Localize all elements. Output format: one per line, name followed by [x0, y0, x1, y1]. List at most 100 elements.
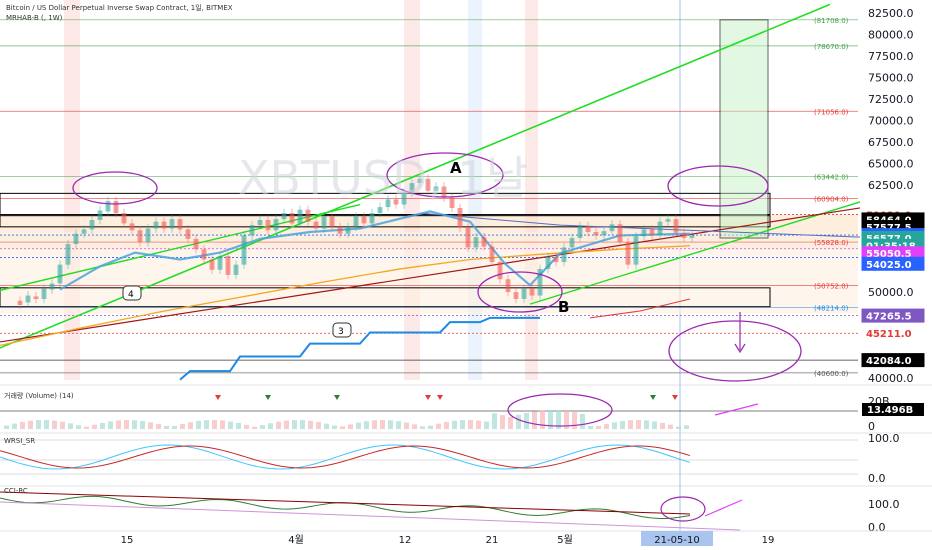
volume-tag-label: 13.496B: [867, 405, 913, 416]
volume-bar-6: [4, 425, 9, 429]
volume-bar-358: [356, 422, 361, 429]
candle-body-59: [489, 246, 495, 263]
volume-bar-670: [668, 424, 673, 429]
candle-body-29: [249, 225, 255, 236]
price-tick-6: 67500.0: [868, 136, 914, 149]
candle-body-30: [257, 219, 263, 226]
candle-body-72: [593, 232, 599, 236]
indicator-label: MRHAB-B (, 1W): [6, 14, 63, 22]
price-tick-8: 62500.0: [868, 179, 914, 192]
candle-body-18: [161, 221, 167, 229]
candle-body-31: [265, 219, 271, 231]
marker-a: A: [450, 159, 462, 177]
level-label-3: (63442.0): [814, 174, 849, 182]
drawing-annotations: A B: [450, 159, 569, 316]
candle-body-50: [417, 178, 423, 184]
price-tag-label-7: 54025.0: [866, 260, 912, 271]
candle-body-44: [369, 213, 375, 224]
volume-bar-94: [92, 424, 97, 429]
candle-body-20: [177, 219, 183, 230]
volume-bar-86: [84, 426, 89, 429]
time-label-5: 21-05-10: [654, 535, 699, 546]
price-axis[interactable]: 82500.0 80000.0 77500.0 75000.0 72500.0 70000…: [861, 7, 925, 385]
candle-body-74: [609, 224, 615, 232]
volume-bar-622: [620, 421, 625, 429]
resistance-zone-box: [0, 192, 771, 216]
volume-bar-518: [516, 414, 521, 429]
volume-bar-102: [100, 422, 105, 429]
volume-bar-550: [548, 410, 553, 429]
volume-tag: [862, 403, 924, 416]
volume-bar-678: [676, 426, 681, 429]
volume-panel: [0, 393, 858, 429]
candle-body-0: [17, 300, 23, 305]
candle-body-60: [497, 262, 503, 280]
volume-bar-14: [12, 423, 17, 429]
volume-bar-374: [372, 420, 377, 429]
chart-title: Bitcoin / US Dollar Perpetual Inverse Sw…: [6, 3, 233, 12]
candle-body-68: [561, 247, 567, 263]
time-axis[interactable]: 15 4월 12 21 5월 21-05-10 19: [0, 530, 932, 546]
volume-pen-ellipse: [507, 393, 613, 427]
price-band-lower: [0, 232, 858, 314]
rsi-line: [0, 444, 691, 470]
rsi-panel: [0, 439, 858, 475]
candle-body-82: [673, 219, 679, 233]
candle-body-37: [313, 221, 319, 229]
candle-body-62: [513, 292, 519, 299]
volume-bar-382: [380, 420, 385, 429]
symbol-watermark: XBTUSD, 1날: [238, 151, 528, 205]
candle-body-23: [201, 249, 207, 260]
volume-bar-142: [140, 421, 145, 429]
pen-ellipse-1: [386, 152, 504, 198]
volume-bar-302: [300, 420, 305, 429]
volume-bar-590: [588, 425, 593, 429]
rsi-signal-line: [0, 445, 691, 469]
volume-bar-318: [316, 421, 321, 429]
time-highlight-bg: [641, 531, 713, 546]
candle-body-4: [49, 283, 55, 290]
volume-bar-430: [428, 425, 433, 429]
lower-trendline: [529, 201, 861, 305]
time-label-4: 5월: [557, 534, 573, 546]
cci-red-trend: [0, 491, 691, 515]
volume-bar-310: [308, 420, 313, 429]
candle-body-25: [217, 256, 223, 270]
volume-bar-526: [524, 412, 529, 429]
cci-purple-trend: [0, 501, 741, 531]
volume-bar-414: [412, 424, 417, 429]
candle-body-19: [169, 219, 175, 229]
candle-body-34: [289, 213, 295, 224]
candle-body-15: [137, 230, 143, 243]
volume-bar-446: [444, 422, 449, 429]
volume-bar-542: [540, 410, 545, 429]
level-label-7: (48214.0): [814, 304, 849, 312]
volume-bar-110: [108, 421, 113, 429]
volume-bar-294: [292, 420, 297, 429]
candle-body-49: [409, 183, 415, 193]
orange-moving-average: [0, 245, 691, 347]
rsi-panel-label: WRSI_SR: [4, 437, 35, 445]
candle-body-67: [553, 256, 559, 263]
cci-pen-ellipse: [660, 496, 706, 522]
candle-body-65: [537, 268, 543, 296]
price-tag-10: [861, 353, 925, 368]
cci-panel: [0, 491, 743, 531]
volume-bar-126: [124, 420, 129, 429]
volume-bar-646: [644, 420, 649, 429]
volume-bar-190: [188, 422, 193, 429]
candle-body-43: [361, 216, 367, 224]
candle-body-3: [41, 288, 47, 299]
price-tick-4: 72500.0: [868, 93, 914, 106]
candle-body-2: [33, 296, 39, 299]
price-tag-label-8: 47265.5: [866, 312, 912, 323]
volume-bar-254: [252, 426, 257, 429]
candle-body-32: [273, 219, 279, 231]
pen-ellipse-0: [72, 171, 158, 205]
volume-signal-4: [437, 395, 443, 400]
price-tick-9: 50000.0: [868, 286, 914, 299]
pen-ellipse-2: [477, 271, 563, 313]
candle-body-63: [521, 288, 527, 299]
